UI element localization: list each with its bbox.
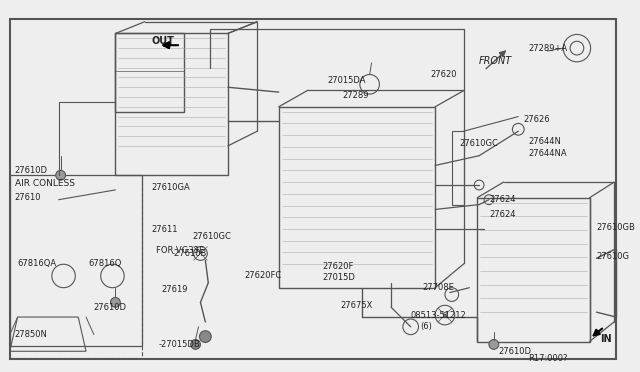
- Text: 08513-51212: 08513-51212: [411, 311, 467, 320]
- Text: 27675X: 27675X: [340, 301, 372, 310]
- Text: 27611: 27611: [152, 225, 178, 234]
- Text: -27015DB: -27015DB: [159, 340, 200, 349]
- Bar: [10, 175, 142, 346]
- Text: 27708E: 27708E: [422, 283, 454, 292]
- Text: 27644NA: 27644NA: [528, 149, 566, 158]
- Text: 27610GA: 27610GA: [152, 183, 190, 192]
- Text: 27624: 27624: [489, 210, 515, 219]
- Text: 27610D: 27610D: [93, 303, 126, 312]
- Text: (6): (6): [420, 322, 433, 331]
- Bar: [452, 131, 463, 205]
- Bar: [477, 198, 589, 343]
- Text: 27610G: 27610G: [596, 252, 630, 261]
- Circle shape: [56, 170, 65, 180]
- Text: 27620F: 27620F: [323, 262, 354, 271]
- Text: 27610D: 27610D: [15, 166, 47, 175]
- Text: OUT: OUT: [152, 36, 175, 46]
- Text: 27289+A: 27289+A: [528, 44, 567, 52]
- Text: 27610GC: 27610GC: [460, 140, 499, 148]
- Circle shape: [111, 298, 120, 307]
- Text: 27610D: 27610D: [499, 347, 532, 356]
- Text: AIR CONLESS: AIR CONLESS: [15, 179, 75, 187]
- Text: 27850N: 27850N: [15, 330, 47, 339]
- Text: 27620FC: 27620FC: [244, 272, 282, 280]
- Bar: [115, 33, 228, 175]
- Text: 67816Q: 67816Q: [88, 259, 122, 268]
- Text: 27619: 27619: [161, 285, 188, 294]
- Text: 27620: 27620: [430, 70, 457, 79]
- Circle shape: [191, 340, 200, 349]
- Text: 27610GC: 27610GC: [193, 232, 232, 241]
- Text: 27626: 27626: [523, 115, 550, 124]
- Text: S: S: [443, 312, 447, 318]
- Text: FOR VG33E: FOR VG33E: [156, 246, 205, 255]
- Circle shape: [200, 331, 211, 343]
- Circle shape: [489, 340, 499, 349]
- Text: 27610GB: 27610GB: [596, 222, 636, 231]
- Text: 27644N: 27644N: [528, 137, 561, 145]
- Text: -27610B: -27610B: [171, 249, 207, 258]
- Text: 27015DA: 27015DA: [328, 76, 366, 85]
- Text: FRONT: FRONT: [479, 56, 513, 66]
- Text: IN: IN: [600, 334, 612, 344]
- Text: R17:000?: R17:000?: [528, 354, 568, 363]
- Bar: [278, 107, 435, 288]
- Text: 27015D: 27015D: [323, 273, 356, 282]
- Text: 67816QA: 67816QA: [18, 259, 57, 268]
- Text: 27610: 27610: [15, 193, 41, 202]
- Text: 27289: 27289: [342, 90, 369, 100]
- Text: 27624: 27624: [489, 195, 515, 204]
- Bar: [115, 33, 184, 112]
